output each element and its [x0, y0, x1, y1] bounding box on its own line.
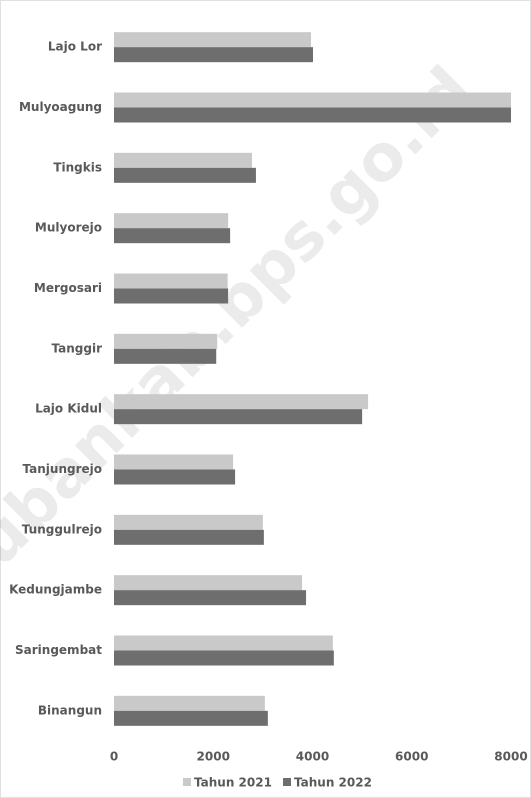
- legend-label: Tahun 2022: [294, 776, 372, 790]
- bar: [114, 394, 369, 410]
- bar: [114, 514, 263, 530]
- bar: [114, 409, 363, 425]
- bar: [114, 575, 303, 591]
- y-tick-label: Mulyorejo: [35, 221, 102, 235]
- bar: [114, 333, 218, 349]
- x-tick-label: 0: [110, 750, 118, 764]
- x-tick-label: 4000: [296, 750, 329, 764]
- bar: [114, 92, 511, 108]
- bar: [114, 107, 511, 123]
- bar: [114, 288, 229, 304]
- y-tick-label: Lajo Kidul: [35, 402, 102, 416]
- bar: [114, 454, 234, 470]
- y-tick-label: Binangun: [38, 703, 102, 717]
- y-tick-label: Mergosari: [34, 281, 102, 295]
- legend-swatch: [183, 778, 191, 786]
- y-tick-label: Lajo Lor: [48, 40, 102, 54]
- x-tick-label: 2000: [197, 750, 230, 764]
- bar: [114, 167, 256, 183]
- y-tick-label: Mulyoagung: [19, 100, 102, 114]
- bar: [114, 348, 217, 364]
- y-tick-label: Tanjungrejo: [23, 462, 102, 476]
- x-tick-label: 8000: [494, 750, 527, 764]
- legend-swatch: [283, 778, 291, 786]
- y-tick-label: Saringembat: [15, 643, 102, 657]
- legend-label: Tahun 2021: [194, 776, 272, 790]
- bar: [114, 213, 229, 229]
- y-tick-label: Kedungjambe: [9, 583, 102, 597]
- bar: [114, 635, 333, 651]
- bar: [114, 695, 265, 711]
- bar: [114, 529, 264, 545]
- bar: [114, 590, 307, 606]
- bar: [114, 710, 268, 726]
- bar: [114, 650, 334, 666]
- y-tick-label: Tunggulrejo: [22, 522, 102, 536]
- y-tick-label: Tingkis: [53, 160, 102, 174]
- bar: [114, 273, 228, 289]
- bar: [114, 47, 313, 63]
- y-tick-label: Tanggir: [52, 341, 103, 355]
- bar: [114, 152, 252, 168]
- bar: [114, 228, 231, 244]
- bar: [114, 469, 236, 485]
- x-tick-label: 6000: [395, 750, 428, 764]
- bar: [114, 32, 312, 48]
